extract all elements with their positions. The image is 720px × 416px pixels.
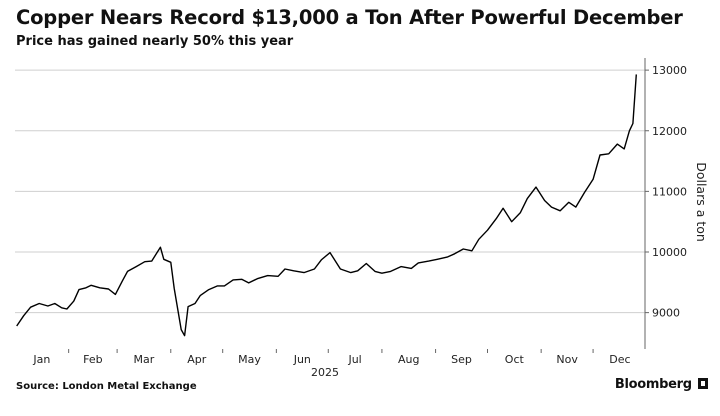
year-label: 2025 <box>311 366 339 379</box>
x-tick-label: Jan <box>32 353 50 366</box>
y-tick-label: 10000 <box>652 246 687 259</box>
y-axis-label: Dollars a ton <box>694 162 709 242</box>
y-tick-label: 11000 <box>652 185 687 198</box>
x-tick-label: Jun <box>293 353 311 366</box>
x-tick-label: Mar <box>134 353 155 366</box>
y-tick-label: 9000 <box>652 307 680 320</box>
x-tick-label: Sep <box>451 353 472 366</box>
x-tick-label: Nov <box>556 353 578 366</box>
x-tick-label: Jul <box>347 353 361 366</box>
y-ticks: 9000 10000 11000 12000 13000 <box>645 64 687 320</box>
x-ticks: Jan Feb Mar Apr May Jun Jul Aug Sep Oct Nov Dec <box>32 349 631 366</box>
y-tick-label: 13000 <box>652 64 687 77</box>
chart-subtitle: Price has gained nearly 50% this year <box>16 34 294 49</box>
x-tick-label: Dec <box>609 353 630 366</box>
x-tick-label: Feb <box>83 353 102 366</box>
y-tick-label: 12000 <box>652 125 687 138</box>
bloomberg-logo: Bloomberg <box>615 377 708 392</box>
x-tick-label: Aug <box>398 353 419 366</box>
bloomberg-mark-icon <box>698 378 708 389</box>
x-tick-label: Oct <box>505 353 525 366</box>
chart-title: Copper Nears Record $13,000 a Ton After … <box>16 6 683 29</box>
brand-name: Bloomberg <box>614 377 692 392</box>
gridlines <box>15 69 645 314</box>
source-note: Source: London Metal Exchange <box>16 381 197 392</box>
x-tick-label: Apr <box>187 353 207 366</box>
copper-price-line <box>16 74 637 337</box>
x-tick-label: May <box>238 353 261 366</box>
